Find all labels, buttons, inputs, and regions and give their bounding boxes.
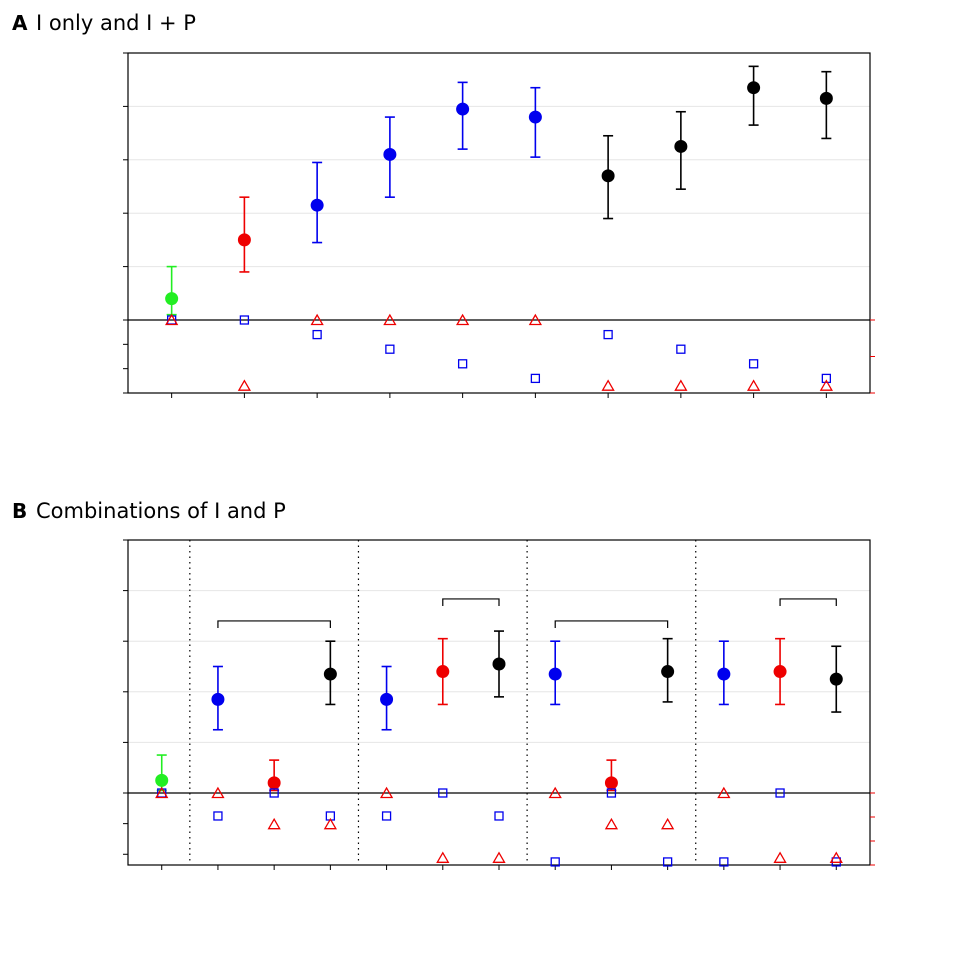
weber-marker [603, 329, 613, 340]
panel-b-title: Combinations of I and P [36, 499, 286, 523]
polarization-marker [548, 786, 562, 799]
polarization-marker [661, 817, 675, 830]
weber-marker [269, 788, 279, 798]
response-point [267, 776, 281, 790]
polarization-marker [456, 313, 470, 326]
weber-marker [457, 359, 468, 369]
panel-a-chart [123, 52, 875, 398]
response-point [456, 102, 470, 116]
polarization-marker [601, 379, 615, 391]
weber-marker [530, 373, 541, 384]
weber-marker [676, 344, 686, 354]
weber-marker [213, 811, 223, 821]
weber-marker [719, 857, 729, 867]
weber-marker [775, 788, 785, 798]
panel-b-chart [123, 539, 875, 870]
response-point [528, 110, 542, 124]
polarization-marker [165, 313, 179, 326]
weber-marker [550, 857, 560, 867]
polarization-marker [746, 379, 761, 391]
response-point [155, 773, 169, 787]
significance-bracket [779, 598, 837, 606]
polarization-marker [267, 817, 281, 830]
polarization-marker [237, 379, 252, 391]
polarization-marker [773, 851, 787, 863]
significance-bracket [554, 620, 669, 628]
panel-a-title: I only and I + P [36, 11, 196, 35]
response-point [323, 667, 337, 681]
response-point [492, 657, 506, 671]
polarization-marker [383, 313, 397, 326]
polarization-marker [819, 379, 833, 391]
significance-bracket [442, 598, 500, 606]
response-point [237, 233, 251, 247]
response-point [717, 667, 731, 681]
weber-marker [239, 315, 250, 325]
response-point [383, 147, 397, 161]
polarization-marker [829, 851, 843, 863]
response-point [211, 692, 225, 706]
polarization-marker [323, 817, 337, 830]
weber-marker [385, 344, 395, 354]
polarization-marker [211, 786, 225, 799]
response-point [674, 139, 688, 153]
polarization-marker [436, 851, 450, 863]
polarization-marker [604, 817, 619, 830]
panel-a-letter: A [12, 11, 28, 35]
plot-frame [127, 52, 871, 394]
response-point [165, 292, 179, 306]
plot-frame [127, 539, 871, 866]
response-point [661, 665, 675, 679]
weber-marker [381, 811, 392, 821]
polarization-marker [528, 313, 542, 326]
weber-marker [438, 788, 448, 798]
response-point [548, 667, 562, 681]
response-point [747, 81, 761, 95]
weber-marker [312, 329, 322, 340]
polarization-marker [379, 786, 394, 799]
weber-marker [662, 857, 673, 867]
polarization-marker [155, 786, 169, 799]
weber-marker [494, 811, 504, 821]
significance-bracket [217, 620, 331, 628]
polarization-marker [310, 313, 324, 326]
response-point [310, 198, 324, 212]
polarization-marker [492, 851, 506, 863]
panel-b-letter: B [12, 499, 27, 523]
polarization-marker [674, 379, 688, 391]
response-point [601, 169, 615, 183]
response-point [829, 672, 843, 686]
response-point [436, 665, 450, 679]
response-point [380, 692, 394, 706]
weber-marker [821, 373, 832, 384]
weber-marker [748, 359, 759, 369]
response-point [604, 776, 618, 790]
polarization-marker [717, 786, 731, 799]
weber-marker [606, 788, 617, 798]
response-point [773, 665, 787, 679]
response-point [819, 91, 833, 105]
